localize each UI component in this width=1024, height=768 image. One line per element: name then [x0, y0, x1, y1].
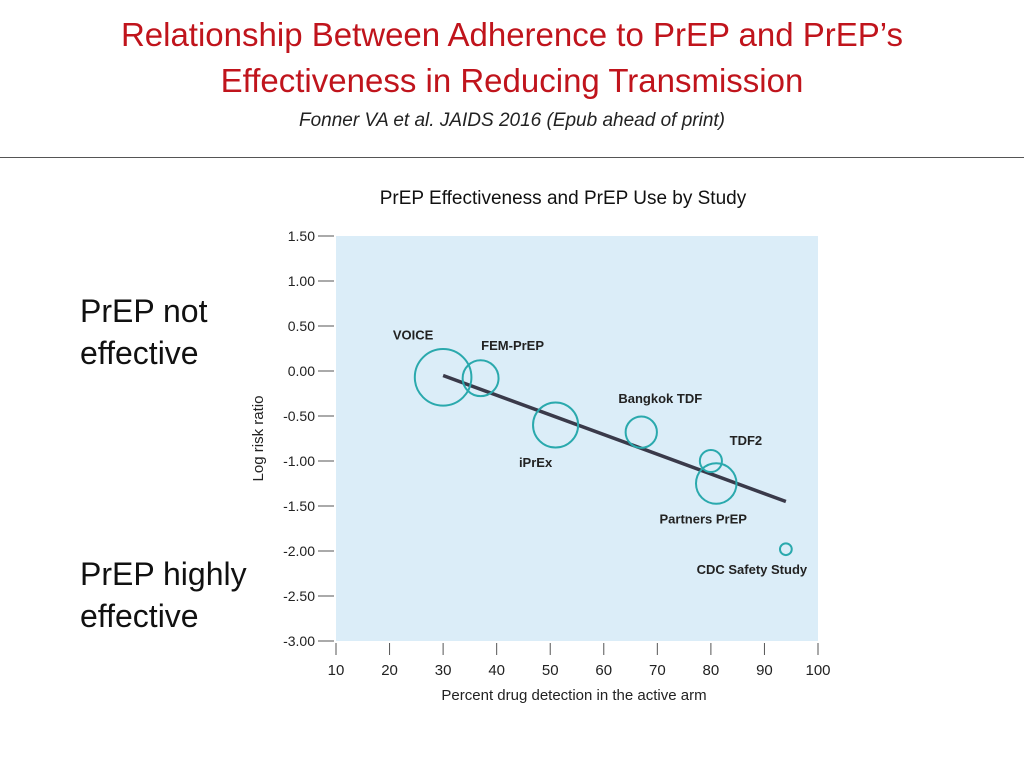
slide-title-line-2: Effectiveness in Reducing Transmission: [220, 62, 804, 99]
x-tick-label: 60: [595, 662, 612, 679]
y-tick-label: -2.00: [283, 543, 315, 559]
x-tick-label: 90: [756, 662, 773, 679]
bubble-point: [461, 359, 500, 398]
x-tick-label: 30: [435, 662, 452, 679]
x-tick-label: 50: [542, 662, 559, 679]
x-tick-label: 10: [328, 662, 345, 679]
slide-title: Relationship Between Adherence to PrEP a…: [0, 12, 1024, 104]
y-tick-label: -3.00: [283, 633, 315, 649]
citation: Fonner VA et al. JAIDS 2016 (Epub ahead …: [299, 110, 725, 131]
data-label: iPrEx: [519, 455, 553, 470]
bubble-point: [532, 401, 580, 449]
x-tick-label: 20: [381, 662, 398, 679]
y-tick-label: -1.00: [283, 453, 315, 469]
chart-title: PrEP Effectiveness and PrEP Use by Study: [379, 188, 747, 209]
data-label: TDF2: [730, 433, 763, 448]
data-label: Bangkok TDF: [618, 391, 702, 406]
label-prep-not-effective-line-2: effective: [80, 335, 199, 371]
x-axis-label: Percent drug detection in the active arm: [441, 687, 706, 704]
label-prep-highly-effective: PrEP highly effective: [80, 553, 247, 637]
data-label: CDC Safety Study: [697, 562, 808, 577]
y-axis-label: Log risk ratio: [250, 396, 267, 482]
label-prep-highly-effective-line-2: effective: [80, 598, 199, 634]
x-tick-label: 80: [703, 662, 720, 679]
data-label: Partners PrEP: [660, 512, 748, 527]
plot-area: [336, 236, 818, 641]
y-tick-label: -1.50: [283, 498, 315, 514]
data-label: FEM-PrEP: [481, 338, 544, 353]
label-prep-highly-effective-line-1: PrEP highly: [80, 556, 247, 592]
bubble-point: [624, 415, 658, 449]
data-label: VOICE: [393, 327, 434, 342]
x-tick-label: 100: [805, 662, 830, 679]
bubble-point: [413, 348, 473, 407]
trend-line: [442, 373, 787, 504]
y-tick-label: -0.50: [283, 408, 315, 424]
label-prep-not-effective-line-1: PrEP not: [80, 293, 208, 329]
slide-title-line-1: Relationship Between Adherence to PrEP a…: [120, 16, 904, 53]
bubble-point: [694, 462, 738, 505]
title-divider: [0, 157, 1024, 158]
x-tick-label: 70: [649, 662, 666, 679]
y-tick-label: -2.50: [283, 588, 315, 604]
y-tick-label: 0.50: [288, 318, 315, 334]
bubble-point: [698, 448, 723, 474]
y-tick-label: 1.50: [288, 228, 315, 244]
y-tick-label: 1.00: [288, 273, 315, 289]
x-tick-label: 40: [488, 662, 505, 679]
label-prep-not-effective: PrEP not effective: [80, 290, 207, 374]
bubble-point: [778, 542, 793, 557]
y-tick-label: 0.00: [288, 363, 315, 379]
